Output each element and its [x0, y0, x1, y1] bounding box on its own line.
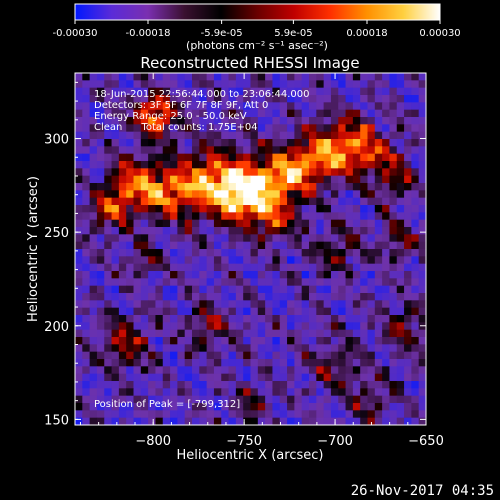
- x-axis: −800 −750 −700 −650: [79, 73, 444, 449]
- x-axis-label: Heliocentric X (arcsec): [177, 448, 324, 463]
- peak-position-label: Position of Peak = [-799,312]: [94, 399, 240, 410]
- y-tick-label: 150: [44, 413, 69, 428]
- y-tick-label: 250: [44, 226, 69, 241]
- annotation-time-range: 18-Jun-2015 22:56:44.000 to 23:06:44.000: [94, 89, 310, 100]
- colorbar-tick-label: -5.9e-05: [201, 28, 243, 39]
- annotation-detectors: Detectors: 3F 5F 6F 7F 8F 9F, Att 0: [94, 100, 268, 111]
- colorbar-tick-label: 0.00018: [346, 28, 387, 39]
- annotation-energy-range: Energy Range: 25.0 - 50.0 keV: [94, 111, 247, 122]
- annotation-block: 18-Jun-2015 22:56:44.000 to 23:06:44.000…: [94, 89, 310, 133]
- x-tick-label: −750: [226, 434, 262, 449]
- heatmap-image: [75, 73, 426, 425]
- footer-timestamp: 26-Nov-2017 04:35: [351, 483, 494, 499]
- colorbar-tick-label: 5.9e-05: [274, 28, 312, 39]
- y-axis-label: Heliocentric Y (arcsec): [26, 176, 41, 322]
- colorbar: [74, 3, 441, 21]
- colorbar-ticks: -0.00030 -0.00018 -5.9e-05 5.9e-05 0.00018 0.…: [53, 20, 461, 39]
- annotation-clean-counts: Clean Total counts: 1.75E+04: [94, 122, 258, 133]
- plot-frame: [74, 72, 427, 426]
- colorbar-tick-label: -0.00018: [126, 28, 171, 39]
- x-tick-label: −800: [135, 434, 171, 449]
- colorbar-tick-label: 0.00030: [419, 28, 460, 39]
- y-tick-label: 200: [44, 320, 69, 335]
- y-axis: 150 200 250 300: [44, 81, 426, 428]
- x-tick-label: −700: [317, 434, 353, 449]
- x-tick-label: −650: [408, 434, 444, 449]
- chart-title: Reconstructed RHESSI Image: [140, 54, 359, 72]
- colorbar-label: (photons cm⁻² s⁻¹ asec⁻²): [186, 39, 328, 52]
- y-tick-label: 300: [44, 133, 69, 148]
- colorbar-tick-label: -0.00030: [53, 28, 98, 39]
